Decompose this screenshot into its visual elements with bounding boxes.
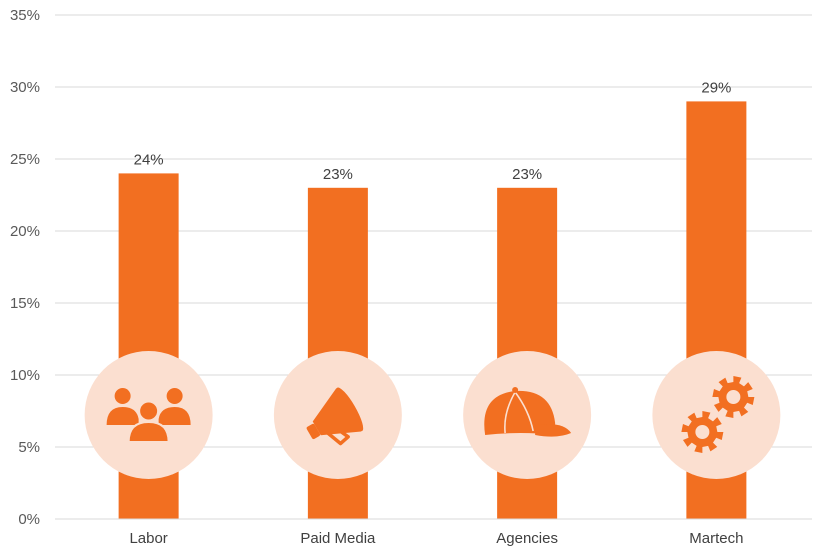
y-tick-label: 0% (18, 511, 40, 528)
y-tick-label: 15% (10, 295, 40, 312)
data-label: 23% (323, 166, 353, 183)
y-tick-label: 5% (18, 439, 40, 456)
y-tick-label: 10% (10, 367, 40, 384)
data-label: 29% (701, 79, 731, 96)
icon-badges (84, 351, 781, 479)
y-tick-label: 20% (10, 223, 40, 240)
baseball-cap-icon (484, 387, 572, 437)
icon-badge-circle (652, 351, 781, 479)
icon-badge (273, 351, 402, 479)
gears-icon (681, 376, 755, 453)
icon-badge (84, 351, 213, 479)
category-labels: Labor Paid Media Agencies Martech (129, 530, 743, 547)
category-label: Martech (689, 530, 743, 547)
megaphone-icon (306, 387, 364, 446)
y-axis-tick-labels: 0% 5% 10% 15% 20% 25% 30% 35% (10, 7, 40, 528)
y-tick-label: 25% (10, 151, 40, 168)
data-label: 24% (134, 151, 164, 168)
category-label: Paid Media (300, 530, 376, 547)
category-label: Agencies (496, 530, 558, 547)
data-label: 23% (512, 166, 542, 183)
data-labels: 24% 23% 23% 29% (134, 79, 732, 182)
people-group-icon (106, 388, 191, 443)
y-tick-label: 35% (10, 7, 40, 24)
bars (118, 101, 747, 520)
category-label: Labor (129, 530, 167, 547)
icon-badge (463, 351, 592, 479)
icon-badge (652, 351, 781, 479)
y-tick-label: 30% (10, 79, 40, 96)
